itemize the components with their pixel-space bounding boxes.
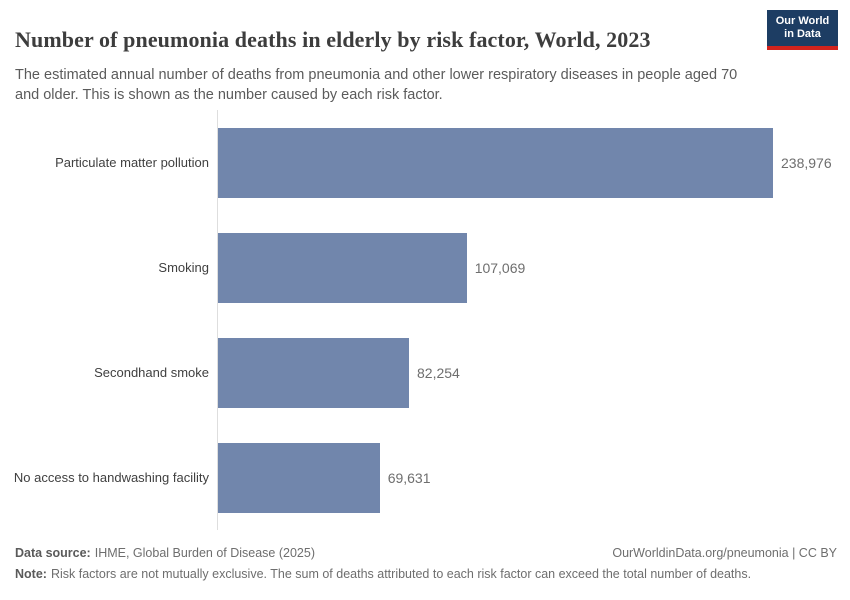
chart-subtitle: The estimated annual number of deaths fr…	[15, 66, 738, 104]
y-axis-line	[217, 110, 218, 530]
bar[interactable]	[218, 442, 380, 513]
data-source-label: Data source:	[15, 546, 91, 560]
plot-area: 107,069	[217, 232, 850, 303]
bar-rows: Particulate matter pollution 238,976 Smoki…	[0, 110, 850, 530]
bar-row: Secondhand smoke 82,254	[0, 320, 850, 425]
bar-row: Smoking 107,069	[0, 215, 850, 320]
value-label: 82,254	[417, 364, 460, 381]
value-label: 107,069	[474, 259, 526, 276]
data-source-text: IHME, Global Burden of Disease (2025)	[94, 546, 315, 560]
data-source: Data source: IHME, Global Burden of Disea…	[15, 546, 315, 560]
bar[interactable]	[218, 337, 409, 408]
category-label: Smoking	[158, 260, 209, 275]
plot-area: 82,254	[217, 337, 850, 408]
value-label: 69,631	[387, 469, 431, 486]
chart-footer: Data source: IHME, Global Burden of Disea…	[15, 546, 837, 581]
plot-area: 238,976	[217, 127, 850, 198]
value-label: 238,976	[781, 154, 832, 171]
category-label: Secondhand smoke	[94, 365, 209, 380]
category-label: No access to handwashing facility	[13, 470, 209, 485]
bar[interactable]	[218, 232, 467, 303]
note-label: Note:	[15, 567, 47, 581]
owid-logo-line1: Our World	[775, 15, 830, 27]
owid-logo-line2: in Data	[784, 28, 821, 40]
page-title: Number of pneumonia deaths in elderly by…	[15, 26, 651, 52]
bar-row: Particulate matter pollution 238,976	[0, 110, 850, 215]
bar-row: No access to handwashing facility 69,631	[0, 425, 850, 530]
note-text: Risk factors are not mutually exclusive.…	[50, 567, 752, 581]
plot-area: 69,631	[217, 442, 850, 513]
attribution-link[interactable]: OurWorldinData.org/pneumonia | CC BY	[612, 546, 837, 560]
owid-logo: Our World in Data	[767, 10, 838, 50]
bar[interactable]	[218, 127, 773, 198]
bar-chart: Particulate matter pollution 238,976 Smoki…	[0, 110, 850, 530]
chart-note: Note: Risk factors are not mutually exclu…	[15, 567, 837, 581]
category-label: Particulate matter pollution	[55, 155, 209, 170]
